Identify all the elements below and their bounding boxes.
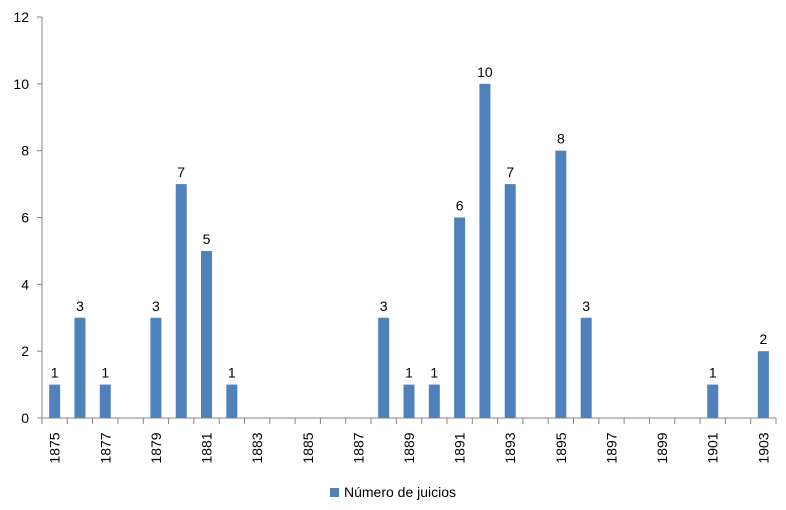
bar-1888 [378, 317, 390, 418]
x-tick-label: 1899 [654, 432, 670, 463]
x-tick-label: 1893 [502, 432, 518, 463]
y-tick-label: 4 [21, 276, 29, 292]
bar-1882 [226, 384, 238, 418]
x-tick-label: 1879 [148, 432, 164, 463]
y-tick-label: 10 [13, 76, 29, 92]
bar-1875 [49, 384, 61, 418]
bar-1903 [757, 351, 769, 418]
y-tick-label: 12 [13, 9, 29, 25]
legend-label: Número de juicios [343, 484, 457, 500]
bar-1901 [707, 384, 719, 418]
bar-1895 [555, 150, 567, 418]
data-label-1876: 3 [76, 298, 84, 314]
data-labels: 1 3 1 3 7 5 1 3 1 1 6 10 7 8 3 1 2 [51, 64, 768, 381]
legend: Número de juicios [0, 484, 786, 500]
bar-1892 [479, 83, 491, 418]
bar-1889 [403, 384, 415, 418]
x-tick-label: 1877 [97, 432, 113, 463]
data-label-1889: 1 [405, 365, 413, 381]
bar-1881 [201, 250, 213, 418]
bars [49, 83, 769, 418]
x-tick-label: 1895 [553, 432, 569, 463]
y-axis: 0 2 4 6 8 10 12 [13, 9, 43, 426]
data-label-1881: 5 [203, 231, 211, 247]
bar-1890 [428, 384, 440, 418]
bar-1877 [99, 384, 111, 418]
x-tick-label: 1903 [755, 432, 771, 463]
data-label-1890: 1 [430, 365, 438, 381]
x-tick-label: 1883 [249, 432, 265, 463]
y-tick-label: 8 [21, 143, 29, 159]
data-label-1882: 1 [228, 365, 236, 381]
bar-1879 [150, 317, 162, 418]
data-label-1877: 1 [101, 365, 109, 381]
bar-1896 [580, 317, 592, 418]
x-tick-label: 1901 [705, 432, 721, 463]
data-label-1888: 3 [380, 298, 388, 314]
data-label-1879: 3 [152, 298, 160, 314]
y-tick-label: 2 [21, 343, 29, 359]
x-tick-label: 1875 [47, 432, 63, 463]
x-tick-label: 1891 [452, 432, 468, 463]
x-tick-label: 1897 [603, 432, 619, 463]
y-tick-label: 6 [21, 210, 29, 226]
bar-1893 [504, 184, 516, 418]
data-label-1896: 3 [582, 298, 590, 314]
x-axis: 1875 1877 1879 1881 1883 1885 1887 1889 1891 1893… [41, 417, 777, 464]
data-label-1875: 1 [51, 365, 59, 381]
legend-swatch [329, 487, 339, 497]
bar-1880 [175, 184, 187, 418]
y-tick-label: 0 [21, 410, 29, 426]
data-label-1901: 1 [709, 365, 717, 381]
bar-1876 [74, 317, 86, 418]
x-tick-label: 1887 [350, 432, 366, 463]
x-tick-label: 1885 [300, 432, 316, 463]
data-label-1893: 7 [506, 164, 514, 180]
x-tick-label: 1881 [199, 432, 215, 463]
data-label-1895: 8 [557, 131, 565, 147]
data-label-1892: 10 [477, 64, 493, 80]
x-tick-label: 1889 [401, 432, 417, 463]
data-label-1880: 7 [177, 164, 185, 180]
data-label-1891: 6 [456, 198, 464, 214]
data-label-1903: 2 [759, 331, 767, 347]
bar-1891 [454, 217, 466, 418]
